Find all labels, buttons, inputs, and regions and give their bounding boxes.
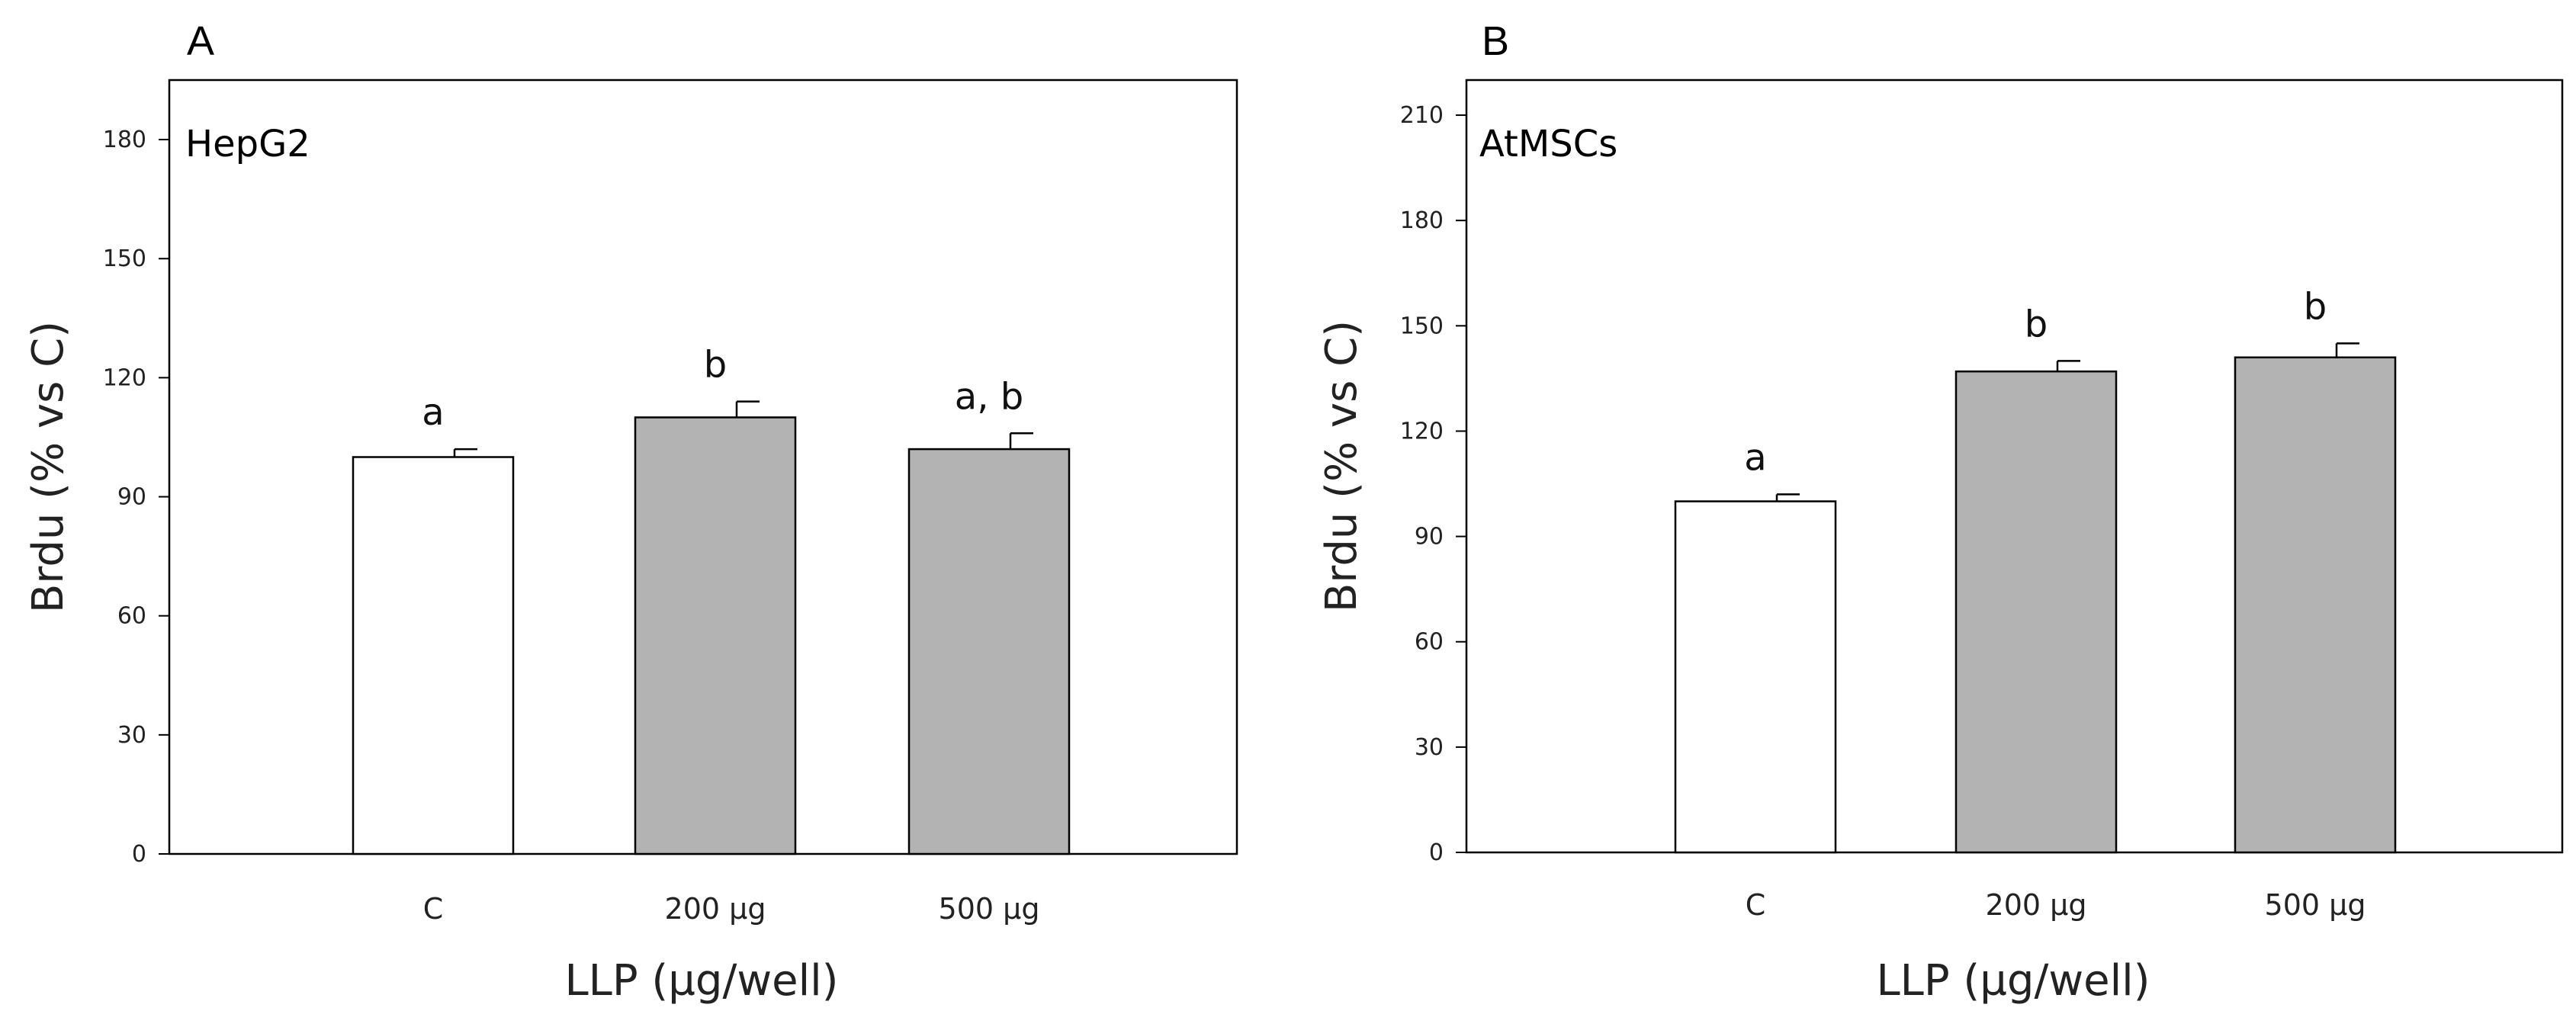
error-bar: [2056, 360, 2080, 372]
cell-line-label: AtMSCs: [1479, 123, 1617, 165]
bar: [1954, 370, 2118, 854]
x-category-label: 500 µg: [939, 892, 1040, 926]
panel-a: A HepG2 0 30 60 90 120 150 180 Brdu (% vs C) a Cb 20…: [24, 18, 1238, 1006]
y-tick-label: 60: [1415, 629, 1444, 656]
bar: [2234, 356, 2397, 854]
bar: [352, 456, 515, 855]
y-tick-label: 120: [1400, 418, 1444, 444]
bar: [907, 448, 1071, 855]
y-tick-label: 30: [117, 722, 146, 749]
x-category-label: 200 µg: [1986, 888, 2087, 922]
error-bar: [1775, 493, 1800, 502]
y-tick-label: 0: [132, 841, 146, 868]
x-axis-title: LLP (µg/well): [564, 956, 838, 1006]
panel-letter: B: [1482, 18, 1509, 64]
significance-label: b: [2025, 303, 2048, 345]
x-category-label: C: [423, 892, 444, 926]
x-category-label: 200 µg: [665, 892, 766, 926]
y-tick-label: 120: [103, 364, 146, 391]
y-tick-label: 210: [1400, 102, 1444, 129]
x-axis-title: LLP (µg/well): [1876, 956, 2150, 1006]
error-bar: [2335, 342, 2359, 358]
y-axis-title: Brdu (% vs C): [24, 321, 73, 613]
y-tick-label: 150: [103, 246, 146, 272]
significance-label: a, b: [955, 375, 1023, 418]
y-tick-label: 60: [117, 603, 146, 630]
x-category-label: 500 µg: [2265, 888, 2366, 922]
error-bar: [735, 400, 760, 418]
significance-label: a: [1744, 436, 1766, 479]
y-tick-label: 90: [117, 484, 146, 511]
x-category-label: C: [1746, 888, 1766, 922]
panel-b: B AtMSCs 0 30 60 90 120 150 180 210 Brdu (% vs C) a…: [1317, 18, 2564, 1006]
y-axis-title: Brdu (% vs C): [1317, 320, 1367, 612]
error-bar: [453, 448, 477, 457]
cell-line-label: HepG2: [185, 123, 310, 165]
y-tick-label: 180: [103, 127, 146, 153]
y-tick-label: 150: [1400, 313, 1444, 339]
bar: [1674, 500, 1837, 854]
significance-label: b: [704, 344, 727, 387]
bar: [634, 416, 797, 855]
y-tick-label: 180: [1400, 207, 1444, 234]
error-bar: [1009, 432, 1033, 450]
y-tick-label: 0: [1429, 839, 1444, 866]
y-tick-label: 90: [1415, 524, 1444, 550]
significance-label: a: [422, 391, 444, 434]
panel-letter: A: [187, 18, 214, 64]
significance-label: b: [2304, 285, 2327, 328]
y-tick-label: 30: [1415, 734, 1444, 761]
